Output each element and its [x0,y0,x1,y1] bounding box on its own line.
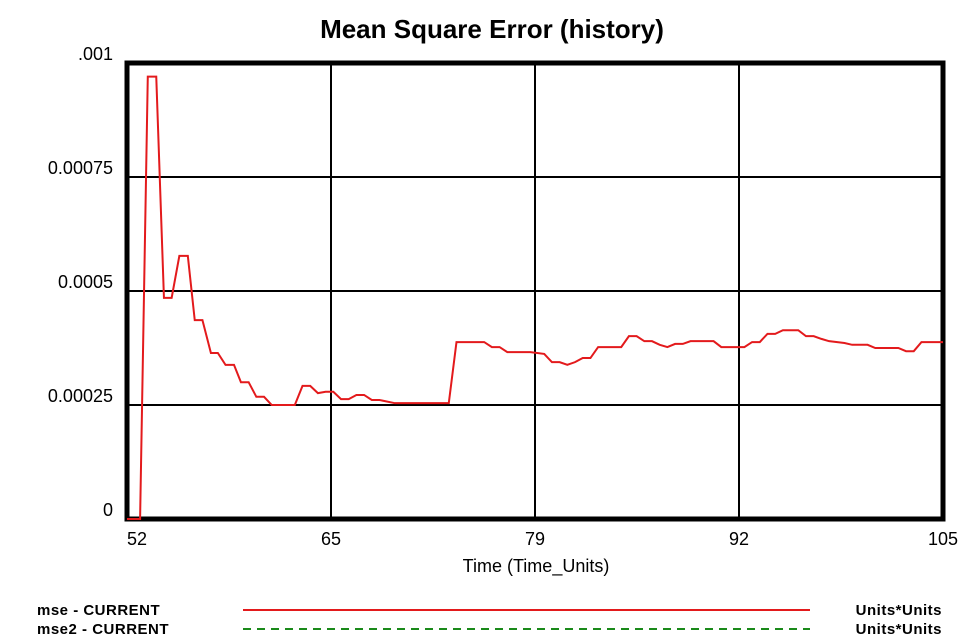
y-tick-label: .001 [78,44,113,64]
x-tick-label: 105 [928,529,958,549]
x-tick-label: 92 [729,529,749,549]
x-tick-label: 52 [127,529,147,549]
x-axis-label: Time (Time_Units) [463,556,610,577]
y-tick-label: 0.00075 [48,158,113,178]
legend-label: mse2 - CURRENT [37,621,169,638]
y-tick-label: 0.00025 [48,386,113,406]
legend-units: Units*Units [856,621,942,638]
y-tick-label: 0 [103,500,113,520]
x-tick-label: 65 [321,529,341,549]
plot-frame [124,60,946,522]
chart-title: Mean Square Error (history) [320,14,664,44]
legend-label: mse - CURRENT [37,602,160,619]
y-tick-label: 0.0005 [58,272,113,292]
data-line [127,75,943,520]
x-tick-label: 79 [525,529,545,549]
legend-units: Units*Units [856,602,942,619]
